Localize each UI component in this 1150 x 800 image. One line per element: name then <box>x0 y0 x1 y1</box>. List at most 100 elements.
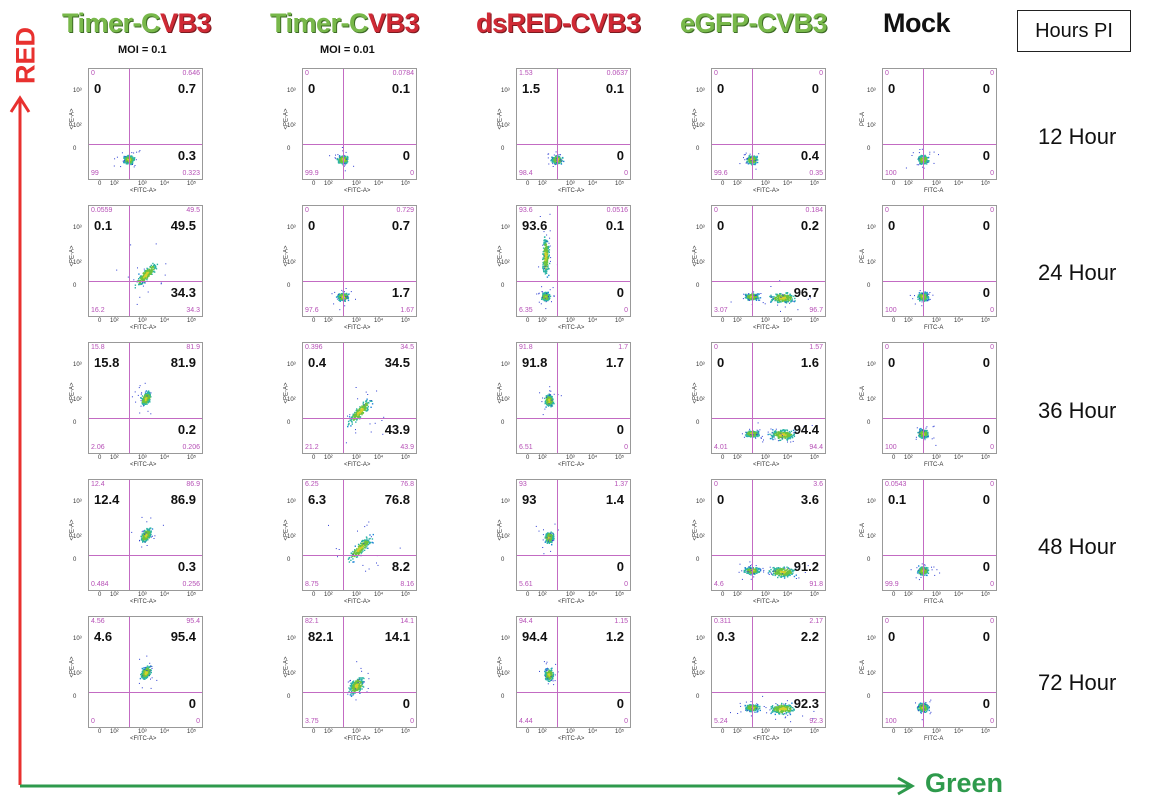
event-dot <box>750 433 752 435</box>
event-dot <box>126 162 128 164</box>
x-tick-label: 10⁵ <box>615 181 625 187</box>
event-dot <box>770 296 772 298</box>
event-dot <box>546 240 549 243</box>
event-dot <box>133 152 135 154</box>
event-dot <box>341 289 343 291</box>
event-dot <box>141 516 143 518</box>
event-dot <box>548 254 550 256</box>
event-dot <box>777 294 779 297</box>
event-dot <box>544 266 546 268</box>
event-dot <box>789 294 791 296</box>
event-dot <box>354 411 356 414</box>
vertical-gate-line <box>556 206 558 316</box>
event-dot <box>545 296 548 299</box>
event-dot <box>542 291 544 293</box>
event-dot <box>146 273 149 275</box>
event-dot <box>360 412 362 414</box>
event-dot <box>544 258 546 260</box>
quadrant-value-lower-right: 34.3 <box>170 285 196 300</box>
event-dot <box>147 397 149 399</box>
event-dot <box>356 418 359 420</box>
event-dot <box>746 434 748 436</box>
x-tick-label: 10⁵ <box>187 318 197 324</box>
event-dot <box>786 298 789 300</box>
event-dot <box>793 295 795 298</box>
event-dot <box>551 157 553 159</box>
event-dot <box>362 409 364 411</box>
event-dot <box>336 298 338 300</box>
event-dot <box>147 395 149 397</box>
event-dot <box>340 157 342 160</box>
y-tick-label: 10² <box>696 260 705 266</box>
corner-pct-upper-right: 0 <box>819 70 823 77</box>
corner-pct-lower-left: 16.2 <box>91 307 105 314</box>
corner-pct-lower-right: 0 <box>624 444 628 451</box>
horizontal-gate-line <box>89 143 202 145</box>
event-dot <box>543 261 545 263</box>
x-tick-label: 10⁴ <box>374 455 384 461</box>
event-dot <box>927 436 929 438</box>
event-dot <box>150 396 152 398</box>
x-tick-label: 0 <box>312 318 316 324</box>
event-dot <box>134 391 136 393</box>
event-dot <box>560 163 563 165</box>
event-dot <box>546 396 548 398</box>
quadrant-value-lower-right: 0 <box>616 285 624 300</box>
event-dot <box>778 431 780 433</box>
event-dot <box>921 432 924 435</box>
event-dot <box>926 298 928 301</box>
corner-pct-upper-right: 0 <box>990 70 994 77</box>
event-dot <box>538 301 540 303</box>
event-dot <box>548 395 551 397</box>
event-dot <box>551 301 552 303</box>
event-dot <box>358 408 361 410</box>
y-tick-label: 10³ <box>287 88 296 94</box>
quadrant-value-upper-left: 0 <box>717 81 725 96</box>
event-dot <box>366 410 368 412</box>
event-dot <box>154 267 156 269</box>
x-tick-label: 10⁴ <box>160 455 170 461</box>
event-dot <box>367 408 369 410</box>
x-axis-name: <FITC-A> <box>130 325 157 331</box>
corner-pct-upper-left: 93.6 <box>519 207 533 214</box>
vertical-gate-line <box>556 69 558 179</box>
event-dot <box>790 298 792 300</box>
event-dot <box>546 270 548 272</box>
event-dot <box>552 401 554 404</box>
event-dot <box>147 533 150 536</box>
event-dot <box>919 158 921 160</box>
event-dot <box>145 536 147 538</box>
quadrant-value-upper-left: 0 <box>308 81 316 96</box>
scatter-dots <box>905 148 939 169</box>
event-dot <box>552 158 555 160</box>
scatter-dots <box>131 382 152 415</box>
event-dot <box>131 396 133 398</box>
event-dot <box>790 433 793 436</box>
event-dot <box>346 295 348 297</box>
event-dot <box>353 415 355 418</box>
event-dot <box>925 156 927 159</box>
event-dot <box>352 561 354 563</box>
event-dot <box>924 435 926 437</box>
event-dot <box>777 431 779 433</box>
event-dot <box>746 432 748 434</box>
event-dot <box>757 430 760 433</box>
event-dot <box>150 266 152 269</box>
event-dot <box>337 157 339 160</box>
event-dot <box>770 294 772 297</box>
event-dot <box>138 273 140 275</box>
x-axis-name: <FITC-A> <box>130 188 157 194</box>
event-dot <box>775 428 777 430</box>
event-dot <box>547 257 550 259</box>
event-dot <box>146 539 148 541</box>
event-dot <box>149 394 151 396</box>
event-dot <box>141 531 143 533</box>
event-dot <box>134 284 137 286</box>
event-dot <box>789 434 791 436</box>
vertical-gate-line <box>751 343 753 453</box>
moi-label-001: MOI = 0.01 <box>320 44 375 56</box>
y-tick-label: 10² <box>73 534 82 540</box>
event-dot <box>917 296 920 298</box>
event-dot <box>785 432 787 434</box>
event-dot <box>557 159 560 161</box>
